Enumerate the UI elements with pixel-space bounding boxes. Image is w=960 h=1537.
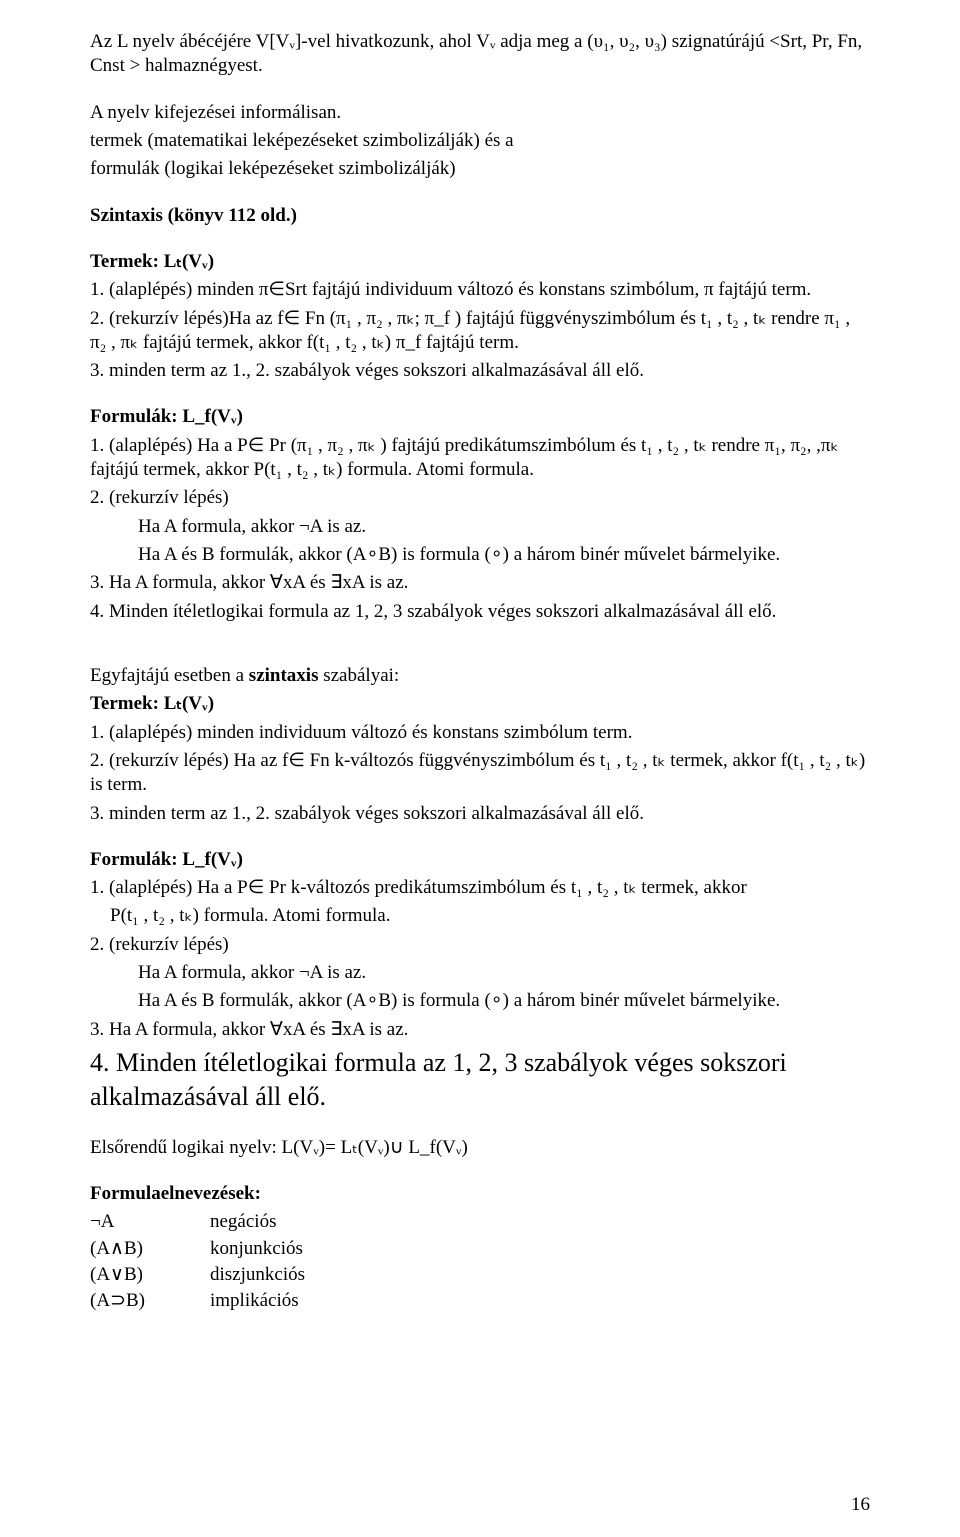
heading-terms: Termek: Lₜ(Vᵥ) [90, 250, 870, 274]
rule-item-cont: P(t₁ , t₂ , tₖ) formula. Atomi formula. [90, 904, 870, 928]
def-symbol: (A⊃B) [90, 1289, 210, 1315]
definitions-table: ¬Anegációs(A∧B)konjunkciós(A∨B)diszjunkc… [90, 1210, 315, 1315]
rule-item: 2. (rekurzív lépés) Ha az f∈ Fn k-változ… [90, 749, 870, 798]
text: Egyfajtájú esetben a [90, 665, 249, 686]
rule-subitem: Ha A formula, akkor ¬A is az. [90, 515, 870, 539]
rule-item: 1. (alaplépés) minden individuum változó… [90, 721, 870, 745]
rule-item: 3. Ha A formula, akkor ∀xA és ∃xA is az. [90, 1018, 870, 1042]
rule-subitem: Ha A formula, akkor ¬A is az. [90, 961, 870, 985]
rule-item: 3. Ha A formula, akkor ∀xA és ∃xA is az. [90, 571, 870, 595]
def-label: negációs [210, 1210, 315, 1236]
paragraph: Elsőrendű logikai nyelv: L(Vᵥ)= Lₜ(Vᵥ)∪ … [90, 1136, 870, 1160]
document-page: Az L nyelv ábécéjére V[Vᵥ]-vel hivatkozu… [0, 0, 960, 1537]
rule-item: 2. (rekurzív lépés) [90, 933, 870, 957]
def-symbol: (A∨B) [90, 1263, 210, 1289]
rule-item: 2. (rekurzív lépés) [90, 486, 870, 510]
table-row: (A∧B)konjunkciós [90, 1237, 315, 1263]
def-label: diszjunkciós [210, 1263, 315, 1289]
rule-subitem: Ha A és B formulák, akkor (A∘B) is formu… [90, 989, 870, 1013]
paragraph: A nyelv kifejezései informálisan. [90, 101, 870, 125]
paragraph: formulák (logikai leképezéseket szimboli… [90, 157, 870, 181]
heading-formulas: Formulák: L_f(Vᵥ) [90, 405, 870, 429]
heading-syntax: Szintaxis (könyv 112 old.) [90, 204, 870, 228]
paragraph: Az L nyelv ábécéjére V[Vᵥ]-vel hivatkozu… [90, 30, 870, 79]
def-symbol: ¬A [90, 1210, 210, 1236]
def-label: konjunkciós [210, 1237, 315, 1263]
rule-item: 3. minden term az 1., 2. szabályok véges… [90, 359, 870, 383]
rule-item: 1. (alaplépés) minden π∈Srt fajtájú indi… [90, 278, 870, 302]
table-row: (A⊃B)implikációs [90, 1289, 315, 1315]
table-row: ¬Anegációs [90, 1210, 315, 1236]
heading-terms: Termek: Lₜ(Vᵥ) [90, 692, 870, 716]
table-row: (A∨B)diszjunkciós [90, 1263, 315, 1289]
rule-item: 4. Minden ítéletlogikai formula az 1, 2,… [90, 600, 870, 624]
rule-item-large: 4. Minden ítéletlogikai formula az 1, 2,… [90, 1046, 870, 1114]
heading-formulanames: Formulaelnevezések: [90, 1182, 870, 1206]
heading-formulas: Formulák: L_f(Vᵥ) [90, 848, 870, 872]
rule-item: 3. minden term az 1., 2. szabályok véges… [90, 802, 870, 826]
rule-subitem: Ha A és B formulák, akkor (A∘B) is formu… [90, 543, 870, 567]
text: szabályai: [318, 665, 399, 686]
text-bold: szintaxis [249, 665, 319, 686]
rule-item: 1. (alaplépés) Ha a P∈ Pr k-változós pre… [90, 876, 870, 900]
rule-item: 1. (alaplépés) Ha a P∈ Pr (π₁ , π₂ , πₖ … [90, 434, 870, 483]
rule-item: 2. (rekurzív lépés)Ha az f∈ Fn (π₁ , π₂ … [90, 307, 870, 356]
def-symbol: (A∧B) [90, 1237, 210, 1263]
def-label: implikációs [210, 1289, 315, 1315]
paragraph: termek (matematikai leképezéseket szimbo… [90, 129, 870, 153]
heading-singletype: Egyfajtájú esetben a szintaxis szabályai… [90, 664, 870, 688]
page-number: 16 [851, 1493, 870, 1517]
